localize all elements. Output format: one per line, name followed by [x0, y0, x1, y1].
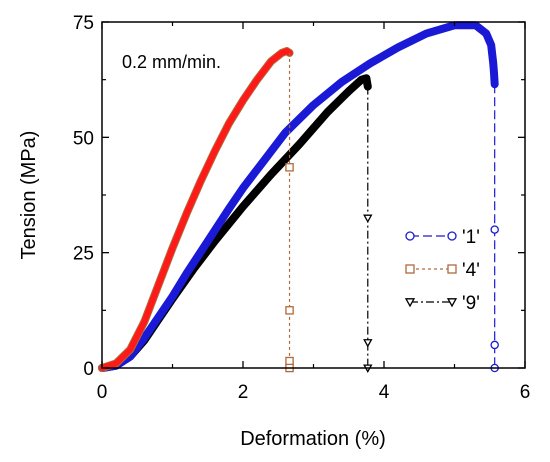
legend-item: '4' — [405, 260, 480, 281]
legend-label: '9' — [462, 293, 480, 314]
series-1 — [98, 47, 294, 373]
ticks-layer: 0 2 4 6 0 25 50 75 — [73, 13, 530, 403]
legend: '1' '4' '9' — [404, 227, 480, 314]
y-tick-label: 75 — [73, 13, 94, 34]
data-point-marker — [363, 214, 373, 224]
series-band — [99, 48, 293, 371]
x-tick-label: 0 — [97, 382, 108, 403]
annotation-speed: 0.2 mm/min. — [122, 52, 221, 72]
data-point-marker — [285, 306, 294, 315]
legend-label: '4' — [462, 260, 480, 281]
y-axis-title: Tension (MPa) — [18, 131, 40, 260]
series-layer — [98, 21, 499, 373]
x-tick-label: 2 — [238, 382, 249, 403]
legend-marker — [447, 264, 457, 274]
x-axis-title: Deformation (%) — [240, 428, 386, 450]
legend-label: '1' — [462, 227, 480, 248]
legend-marker — [447, 231, 457, 241]
series-0 — [98, 21, 499, 373]
data-point-marker — [285, 356, 294, 366]
legend-item: '9' — [404, 293, 480, 314]
y-tick-label: 25 — [73, 244, 94, 265]
legend-marker — [404, 298, 416, 308]
y-tick-label: 50 — [73, 128, 94, 149]
legend-item: '1' — [405, 227, 480, 248]
y-tick-label: 0 — [83, 359, 94, 380]
legend-marker — [405, 231, 415, 241]
x-tick-label: 4 — [379, 382, 390, 403]
series-band — [99, 22, 498, 371]
legend-marker — [446, 298, 458, 308]
data-point-marker — [490, 225, 499, 234]
data-point-marker — [490, 340, 499, 350]
legend-marker — [405, 264, 415, 274]
series-band-outline — [98, 47, 294, 372]
data-point-marker — [363, 339, 373, 348]
x-tick-label: 6 — [520, 382, 531, 403]
data-point-marker — [285, 163, 294, 172]
